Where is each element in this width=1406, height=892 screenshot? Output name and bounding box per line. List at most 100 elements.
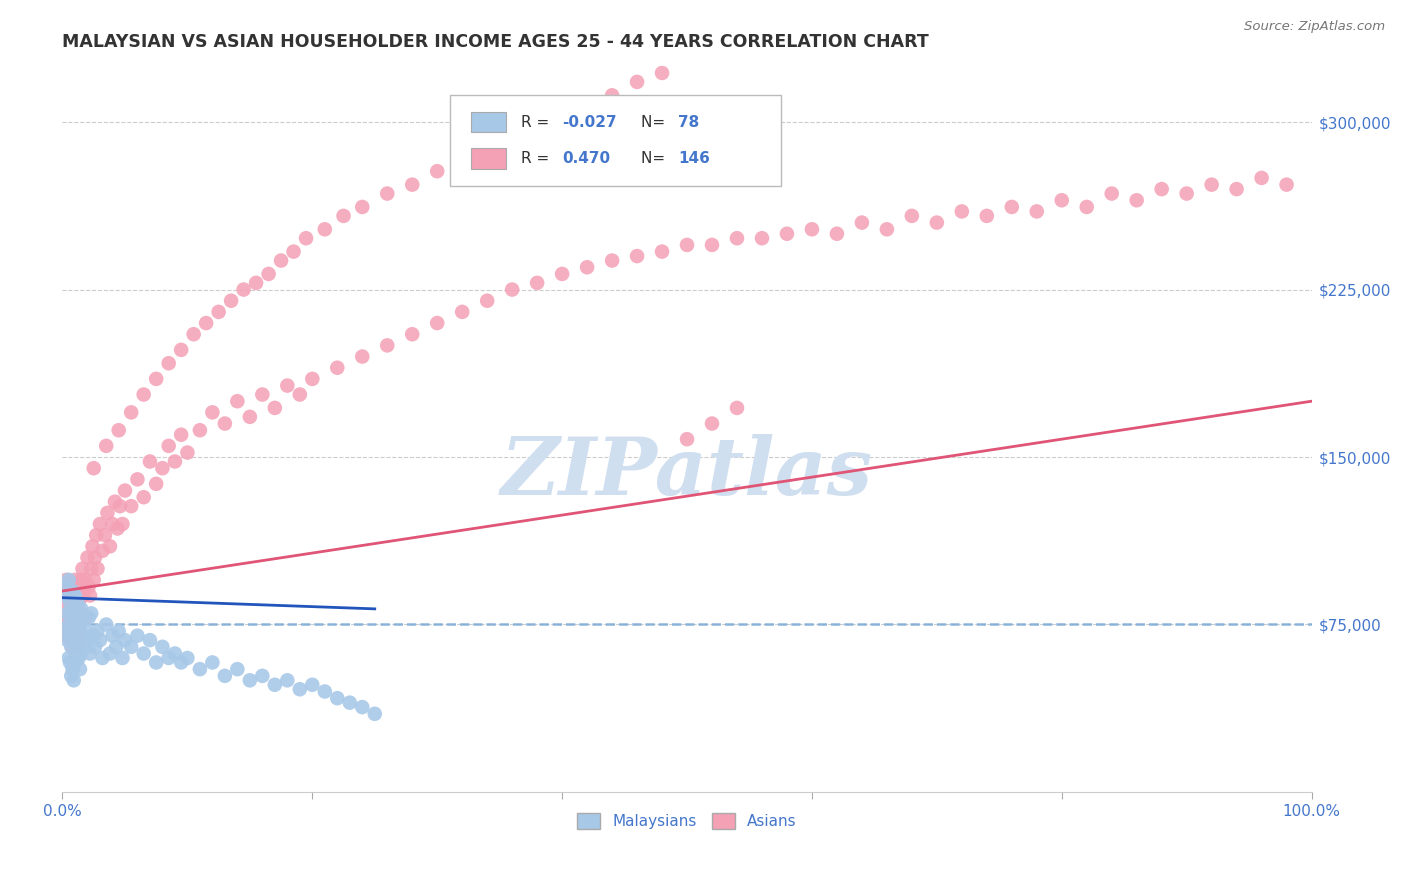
Point [501, 133, 523, 147]
Point [66, 640, 89, 654]
Point [301, 678, 323, 692]
Point [62, 624, 84, 639]
Point [263, 401, 285, 415]
Point [1275, 178, 1298, 192]
Point [120, 405, 142, 419]
Point [114, 633, 136, 648]
Point [96, 439, 118, 453]
Point [62, 602, 84, 616]
Point [339, 696, 361, 710]
Point [89, 516, 111, 531]
Point [53, 602, 76, 616]
Point [84, 528, 107, 542]
Point [62, 673, 84, 688]
Point [232, 283, 254, 297]
Point [55, 573, 77, 587]
Point [1201, 178, 1223, 192]
Point [80, 607, 103, 621]
Point [451, 305, 474, 319]
Point [170, 343, 193, 357]
Point [526, 276, 548, 290]
Point [976, 209, 998, 223]
Point [157, 651, 180, 665]
Point [62, 640, 84, 654]
Point [62, 602, 84, 616]
Point [60, 669, 83, 683]
Point [72, 562, 94, 576]
Text: -0.027: -0.027 [562, 115, 617, 129]
Point [75, 611, 97, 625]
Point [1050, 194, 1073, 208]
Point [1001, 200, 1024, 214]
Point [79, 589, 101, 603]
Point [501, 283, 523, 297]
Point [157, 356, 180, 370]
Point [352, 350, 374, 364]
Point [700, 417, 723, 431]
Point [101, 629, 124, 643]
Point [77, 580, 100, 594]
Point [401, 178, 423, 192]
Point [80, 562, 103, 576]
Point [152, 461, 174, 475]
Point [245, 276, 267, 290]
Point [86, 562, 108, 576]
Point [600, 253, 623, 268]
Point [276, 378, 298, 392]
Point [207, 305, 229, 319]
Point [67, 607, 90, 621]
Point [375, 186, 398, 201]
Point [69, 617, 91, 632]
Point [62, 584, 84, 599]
Point [451, 155, 474, 169]
Point [314, 222, 336, 236]
Point [70, 647, 93, 661]
Point [60, 607, 83, 621]
Point [1076, 200, 1098, 214]
Point [132, 490, 155, 504]
Point [56, 589, 79, 603]
Point [59, 595, 82, 609]
Point [75, 624, 97, 639]
Point [58, 573, 80, 587]
Point [170, 656, 193, 670]
Point [63, 624, 86, 639]
Text: ZIPatlas: ZIPatlas [501, 434, 873, 511]
Point [270, 253, 292, 268]
Point [59, 595, 82, 609]
Point [62, 589, 84, 603]
Point [526, 120, 548, 134]
Point [111, 516, 134, 531]
Point [76, 633, 98, 648]
Point [901, 209, 924, 223]
Point [108, 499, 131, 513]
Point [105, 640, 128, 654]
Bar [471, 148, 506, 169]
Point [551, 267, 574, 281]
Point [950, 204, 973, 219]
Point [111, 651, 134, 665]
Point [551, 111, 574, 125]
Point [69, 624, 91, 639]
Point [70, 573, 93, 587]
Point [195, 316, 218, 330]
Point [600, 88, 623, 103]
Point [375, 338, 398, 352]
Point [176, 651, 198, 665]
Point [219, 293, 242, 308]
Point [101, 516, 124, 531]
Point [152, 640, 174, 654]
Point [226, 394, 249, 409]
Point [925, 216, 948, 230]
Point [127, 629, 149, 643]
Point [576, 260, 599, 275]
Point [651, 244, 673, 259]
Point [276, 673, 298, 688]
Text: N=: N= [641, 151, 669, 166]
Text: Source: ZipAtlas.com: Source: ZipAtlas.com [1244, 20, 1385, 33]
Point [83, 461, 105, 475]
Point [214, 417, 236, 431]
Point [91, 544, 114, 558]
Point [63, 589, 86, 603]
Point [72, 629, 94, 643]
